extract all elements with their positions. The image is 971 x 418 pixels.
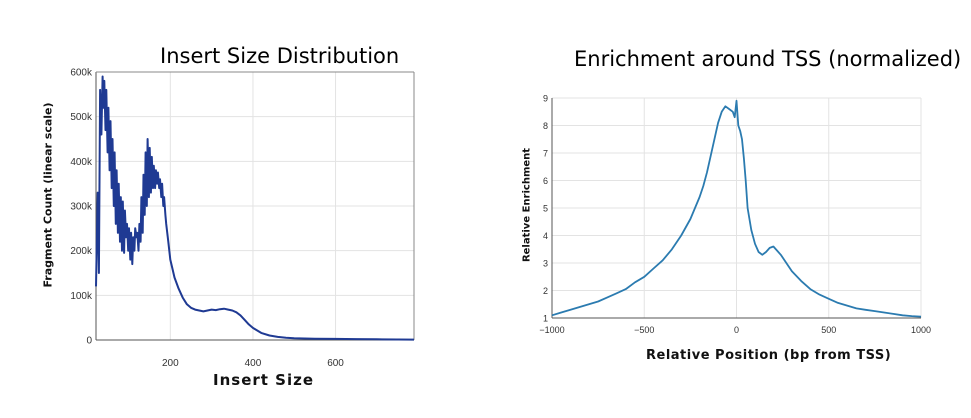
tss-enrichment-title: Enrichment around TSS (normalized) (574, 47, 962, 71)
insert-size-series-line (95, 75, 415, 341)
insert-size-panel: Insert Size Distribution 0 100k 200k 300k 40… (0, 0, 470, 418)
tss-enrichment-panel: Enrichment around TSS (normalized) 1 2 3 4 5… (490, 0, 971, 418)
tss-enrichment-x-axis-label: Relative Position (bp from TSS) (646, 348, 892, 363)
tss-enrichment-chart: 1 2 3 4 5 6 7 8 9 −1000 −500 0 500 1000 (539, 94, 931, 336)
right-y-tick-label: 7 (543, 149, 548, 159)
insert-size-chart: 0 100k 200k 300k 400k 500k 600k 200 400 600 (70, 68, 415, 369)
right-x-tick-label: 1000 (911, 325, 931, 335)
left-y-tick-label: 0 (86, 336, 92, 347)
right-y-tick-label: 6 (543, 176, 548, 186)
left-y-tick-label: 200k (70, 246, 93, 257)
right-y-tick-label: 3 (543, 259, 548, 269)
right-x-tick-label: 500 (821, 325, 836, 335)
left-y-tick-label: 300k (70, 202, 93, 213)
right-y-tick-label: 5 (543, 204, 548, 214)
left-x-tick-label: 400 (245, 358, 262, 369)
left-x-tick-label: 600 (327, 358, 344, 369)
right-y-tick-label: 4 (543, 231, 548, 241)
right-y-tick-label: 8 (543, 121, 548, 131)
insert-size-y-axis-label: Fragment Count (linear scale) (41, 102, 55, 288)
left-y-tick-label: 500k (70, 112, 93, 123)
left-x-tick-label: 200 (162, 358, 179, 369)
right-y-tick-label: 1 (543, 314, 548, 324)
right-x-tick-label: −500 (634, 325, 654, 335)
right-x-tick-label: −1000 (539, 325, 564, 335)
tss-enrichment-y-axis-label: Relative Enrichment (521, 147, 533, 263)
insert-size-title: Insert Size Distribution (160, 44, 400, 68)
left-y-tick-label: 600k (70, 68, 93, 79)
left-y-tick-label: 100k (70, 291, 93, 302)
right-y-tick-label: 2 (543, 286, 548, 296)
insert-size-x-axis-label: Insert Size (213, 371, 314, 389)
tss-enrichment-series-line (551, 99, 922, 318)
right-x-tick-label: 0 (734, 325, 739, 335)
right-y-tick-label: 9 (543, 94, 548, 104)
left-y-tick-label: 400k (70, 157, 93, 168)
